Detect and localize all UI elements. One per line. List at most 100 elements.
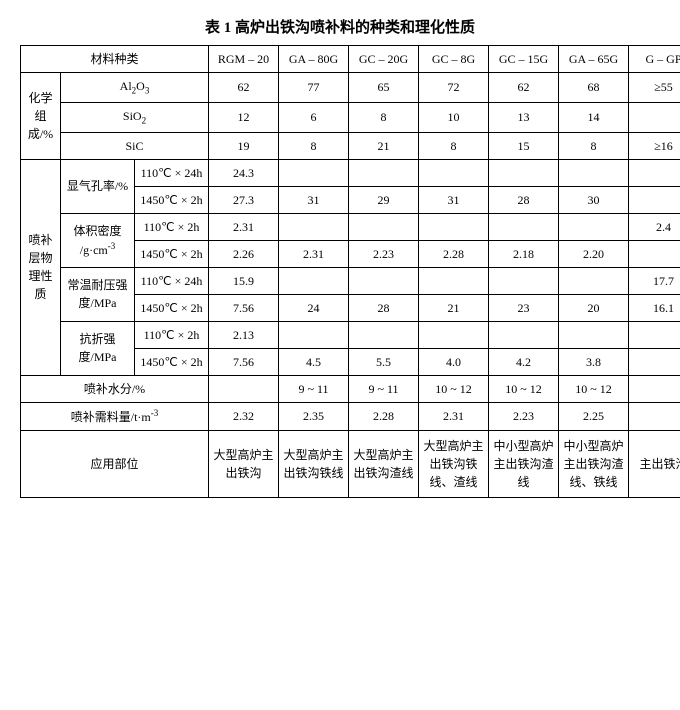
phys-flex-r2-cond: 1450℃ × 2h [135, 348, 209, 375]
phys-flex-r1: 抗折强度/MPa 110℃ × 2h 2.13 [21, 321, 680, 348]
phys-density-r2-1: 2.31 [279, 240, 349, 267]
phys-compress-r1-6: 17.7 [629, 267, 680, 294]
chem-sic-2: 21 [349, 132, 419, 159]
phys-porosity-r1-0: 24.3 [209, 159, 279, 186]
phys-compress-r1: 常温耐压强度/MPa 110℃ × 24h 15.9 17.7 [21, 267, 680, 294]
phys-flex-r2-2: 5.5 [349, 348, 419, 375]
moisture-6 [629, 375, 680, 402]
chem-sio2-label: SiO2 [61, 102, 209, 132]
phys-density-r1: 体积密度/g·cm-3 110℃ × 2h 2.31 2.4 [21, 213, 680, 240]
phys-flex-r1-1 [279, 321, 349, 348]
consumption-label: 喷补需料量/t·m-3 [21, 402, 209, 430]
phys-flex-r1-6 [629, 321, 680, 348]
phys-density-r2-4: 2.18 [489, 240, 559, 267]
consumption-6 [629, 402, 680, 430]
header-col-0: RGM – 20 [209, 46, 279, 73]
phys-label: 喷补层物理性质 [21, 159, 61, 375]
consumption-3: 2.31 [419, 402, 489, 430]
phys-porosity-r1-4 [489, 159, 559, 186]
phys-porosity-r1-cond: 110℃ × 24h [135, 159, 209, 186]
chem-sic-3: 8 [419, 132, 489, 159]
phys-density-label: 体积密度/g·cm-3 [61, 213, 135, 267]
phys-flex-r2-6 [629, 348, 680, 375]
chem-sio2-2: 8 [349, 102, 419, 132]
phys-compress-r1-4 [489, 267, 559, 294]
phys-compress-r2-3: 21 [419, 294, 489, 321]
phys-compress-r2-cond: 1450℃ × 2h [135, 294, 209, 321]
application-2: 大型高炉主出铁沟渣线 [349, 430, 419, 497]
consumption-4: 2.23 [489, 402, 559, 430]
header-col-1: GA – 80G [279, 46, 349, 73]
chem-al2o3-4: 62 [489, 73, 559, 103]
phys-flex-r1-4 [489, 321, 559, 348]
header-col-4: GC – 15G [489, 46, 559, 73]
phys-compress-label: 常温耐压强度/MPa [61, 267, 135, 321]
application-4: 中小型高炉主出铁沟渣线 [489, 430, 559, 497]
chem-sic-1: 8 [279, 132, 349, 159]
phys-porosity-r2-6 [629, 186, 680, 213]
phys-compress-r2-6: 16.1 [629, 294, 680, 321]
application-row: 应用部位 大型高炉主出铁沟 大型高炉主出铁沟铁线 大型高炉主出铁沟渣线 大型高炉… [21, 430, 680, 497]
phys-flex-r1-2 [349, 321, 419, 348]
phys-density-r2-cond: 1450℃ × 2h [135, 240, 209, 267]
chem-sio2-1: 6 [279, 102, 349, 132]
chem-sic-4: 15 [489, 132, 559, 159]
phys-porosity-r1-6 [629, 159, 680, 186]
phys-porosity-r1-5 [559, 159, 629, 186]
phys-compress-r2-4: 23 [489, 294, 559, 321]
phys-compress-r2-5: 20 [559, 294, 629, 321]
phys-porosity-r2-cond: 1450℃ × 2h [135, 186, 209, 213]
phys-density-r1-1 [279, 213, 349, 240]
phys-compress-r2-1: 24 [279, 294, 349, 321]
phys-density-r1-cond: 110℃ × 2h [135, 213, 209, 240]
phys-density-r1-4 [489, 213, 559, 240]
application-3: 大型高炉主出铁沟铁线、渣线 [419, 430, 489, 497]
application-5: 中小型高炉主出铁沟渣线、铁线 [559, 430, 629, 497]
application-0: 大型高炉主出铁沟 [209, 430, 279, 497]
chem-al2o3-6: ≥55 [629, 73, 680, 103]
phys-porosity-r2-3: 31 [419, 186, 489, 213]
chem-sio2-3: 10 [419, 102, 489, 132]
phys-density-r2-0: 2.26 [209, 240, 279, 267]
consumption-1: 2.35 [279, 402, 349, 430]
phys-compress-r1-0: 15.9 [209, 267, 279, 294]
chem-sic-row: SiC 19 8 21 8 15 8 ≥16 [21, 132, 680, 159]
header-col-2: GC – 20G [349, 46, 419, 73]
phys-compress-r1-5 [559, 267, 629, 294]
consumption-row: 喷补需料量/t·m-3 2.32 2.35 2.28 2.31 2.23 2.2… [21, 402, 680, 430]
header-material-type: 材料种类 [21, 46, 209, 73]
consumption-0: 2.32 [209, 402, 279, 430]
moisture-label: 喷补水分/% [21, 375, 209, 402]
phys-porosity-r1-3 [419, 159, 489, 186]
chem-sic-label: SiC [61, 132, 209, 159]
phys-compress-r1-3 [419, 267, 489, 294]
phys-flex-r1-3 [419, 321, 489, 348]
chem-sio2-5: 14 [559, 102, 629, 132]
phys-porosity-r2-4: 28 [489, 186, 559, 213]
header-col-3: GC – 8G [419, 46, 489, 73]
chem-al2o3-row: 化学组成/% Al2O3 62 77 65 72 62 68 ≥55 [21, 73, 680, 103]
moisture-1: 9 ~ 11 [279, 375, 349, 402]
phys-flex-r1-0: 2.13 [209, 321, 279, 348]
phys-density-r1-0: 2.31 [209, 213, 279, 240]
phys-flex-r1-cond: 110℃ × 2h [135, 321, 209, 348]
chem-al2o3-0: 62 [209, 73, 279, 103]
chem-sio2-row: SiO2 12 6 8 10 13 14 [21, 102, 680, 132]
application-1: 大型高炉主出铁沟铁线 [279, 430, 349, 497]
phys-compress-r2-2: 28 [349, 294, 419, 321]
chem-al2o3-2: 65 [349, 73, 419, 103]
application-label: 应用部位 [21, 430, 209, 497]
material-table: 材料种类 RGM – 20 GA – 80G GC – 20G GC – 8G … [20, 45, 680, 498]
chem-al2o3-5: 68 [559, 73, 629, 103]
chem-al2o3-3: 72 [419, 73, 489, 103]
phys-density-r1-3 [419, 213, 489, 240]
phys-density-r2-5: 2.20 [559, 240, 629, 267]
moisture-2: 9 ~ 11 [349, 375, 419, 402]
phys-flex-r2-4: 4.2 [489, 348, 559, 375]
consumption-5: 2.25 [559, 402, 629, 430]
moisture-0 [209, 375, 279, 402]
moisture-5: 10 ~ 12 [559, 375, 629, 402]
phys-density-r1-5 [559, 213, 629, 240]
header-col-6: G – GP [629, 46, 680, 73]
chem-sic-6: ≥16 [629, 132, 680, 159]
